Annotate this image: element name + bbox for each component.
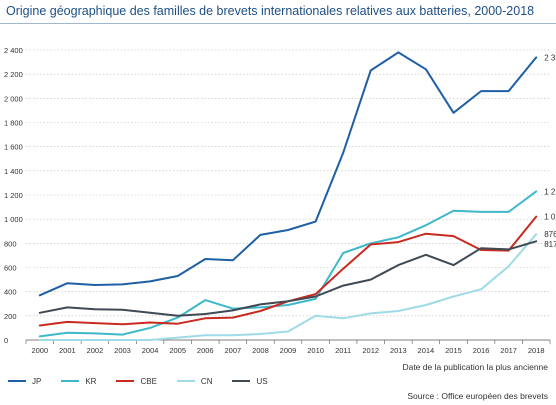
y-tick-label: 2 400 (4, 46, 23, 55)
legend-label-kr: KR (85, 377, 96, 386)
x-tick-label: 2011 (335, 346, 351, 355)
legend: JP KR CBE CN US (8, 374, 288, 388)
x-tick-label: 2003 (114, 346, 131, 355)
legend-item-us[interactable]: US (232, 377, 267, 386)
x-tick-label: 2005 (169, 346, 186, 355)
y-tick-label: 2 200 (4, 70, 23, 79)
end-labels: 2 339 1 230 1 021 876817 (544, 53, 556, 249)
legend-item-cn[interactable]: CN (177, 377, 213, 386)
x-tick-label: 2001 (59, 346, 76, 355)
legend-label-us: US (256, 377, 267, 386)
x-axis-label: Date de la publication la plus ancienne (402, 362, 548, 372)
x-tick-label: 2015 (445, 346, 462, 355)
legend-item-cbe[interactable]: CBE (116, 377, 156, 386)
legend-swatch-kr (61, 380, 79, 382)
y-tick-label: 600 (4, 264, 17, 273)
x-tick-label: 2007 (224, 346, 241, 355)
end-label-kr: 1 230 (544, 187, 556, 196)
legend-swatch-jp (8, 380, 26, 382)
legend-label-cbe: CBE (140, 377, 156, 386)
end-label-jp: 2 339 (544, 53, 556, 62)
legend-swatch-us (232, 380, 250, 382)
y-tick-label: 2 000 (4, 94, 23, 103)
end-label-us: 817 (544, 240, 556, 249)
y-tick-label: 800 (4, 239, 17, 248)
x-tick-label: 2008 (252, 346, 269, 355)
legend-label-cn: CN (201, 377, 213, 386)
y-tick-label: 1 600 (4, 143, 23, 152)
legend-item-jp[interactable]: JP (8, 377, 41, 386)
x-tick-label: 2004 (142, 346, 159, 355)
y-tick-label: 0 (4, 336, 8, 345)
x-tick-label: 2018 (528, 346, 545, 355)
series-line-jp (40, 52, 536, 295)
y-tick-label: 200 (4, 312, 17, 321)
end-label-cn: 876 (544, 230, 556, 239)
series-line-kr (40, 191, 536, 336)
source-note: Source : Office européen des brevets (407, 391, 548, 401)
x-tick-label: 2002 (87, 346, 104, 355)
legend-swatch-cn (177, 380, 195, 382)
x-tick-label: 2012 (362, 346, 379, 355)
y-tick-label: 1 200 (4, 191, 23, 200)
x-tick-label: 2000 (31, 346, 48, 355)
gridlines (26, 50, 550, 316)
x-tick-label: 2013 (390, 346, 407, 355)
end-label-cbe: 1 021 (544, 213, 556, 222)
legend-swatch-cbe (116, 380, 134, 382)
x-tick-label: 2017 (500, 346, 517, 355)
legend-label-jp: JP (32, 377, 41, 386)
series-lines (40, 52, 536, 340)
x-tick-label: 2009 (280, 346, 297, 355)
legend-item-kr[interactable]: KR (61, 377, 96, 386)
y-tick-label: 400 (4, 288, 17, 297)
x-tick-label: 2010 (307, 346, 324, 355)
x-tick-label: 2014 (418, 346, 435, 355)
y-tick-label: 1 400 (4, 167, 23, 176)
y-tick-label: 1 800 (4, 119, 23, 128)
y-tick-label: 1 000 (4, 215, 23, 224)
x-tick-label: 2006 (197, 346, 214, 355)
x-tick-label: 2016 (473, 346, 490, 355)
